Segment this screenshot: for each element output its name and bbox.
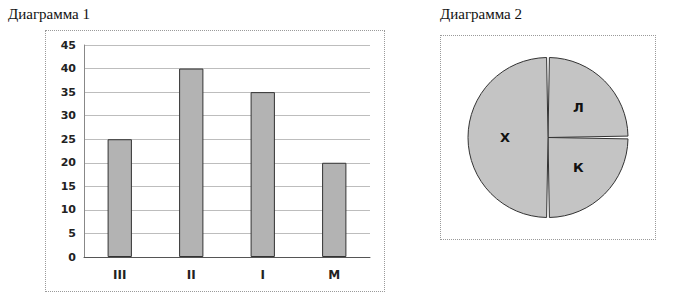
svg-text:I: I xyxy=(261,268,265,282)
svg-text:II: II xyxy=(187,268,196,282)
svg-text:45: 45 xyxy=(61,39,76,52)
svg-text:М: М xyxy=(328,268,340,282)
svg-text:30: 30 xyxy=(61,109,77,122)
html-text:Диаграмма 2: Диаграмма 2 xyxy=(440,6,522,22)
svg-text:35: 35 xyxy=(61,86,76,99)
svg-text:III: III xyxy=(113,268,126,282)
svg-text:0: 0 xyxy=(68,251,76,264)
svg-text:10: 10 xyxy=(61,203,77,216)
svg-text:25: 25 xyxy=(61,133,76,146)
svg-text:К: К xyxy=(573,160,584,175)
svg-text:5: 5 xyxy=(68,227,76,240)
svg-text:20: 20 xyxy=(61,156,77,169)
svg-text:40: 40 xyxy=(61,62,77,75)
svg-text:Л: Л xyxy=(573,100,584,115)
html-text:Диаграмма 1: Диаграмма 1 xyxy=(8,6,90,22)
svg-text:Х: Х xyxy=(500,130,510,145)
svg-text:15: 15 xyxy=(61,180,76,193)
